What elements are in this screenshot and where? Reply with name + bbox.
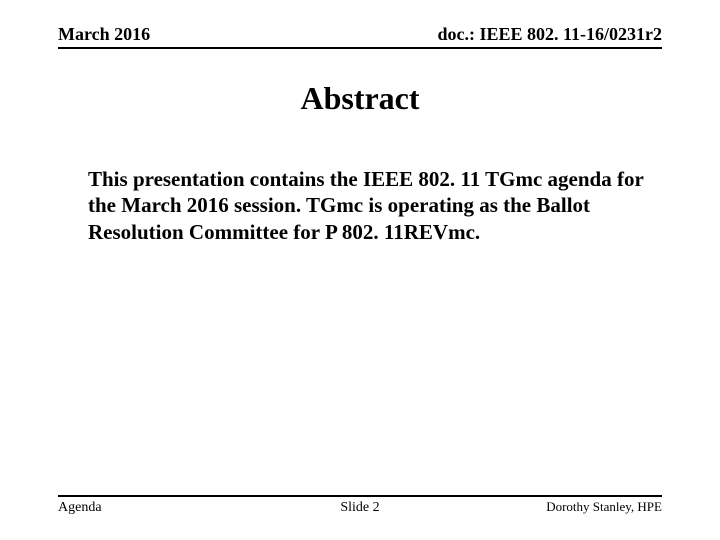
- header-doc-number: doc.: IEEE 802. 11-16/0231r2: [437, 24, 662, 45]
- footer-slide-number: Slide 2: [259, 500, 460, 516]
- abstract-body: This presentation contains the IEEE 802.…: [88, 166, 650, 245]
- slide-footer: Agenda Slide 2 Dorothy Stanley, HPE: [58, 495, 662, 516]
- slide-title: Abstract: [0, 80, 720, 117]
- footer-left: Agenda: [58, 500, 259, 516]
- slide-header: March 2016 doc.: IEEE 802. 11-16/0231r2: [58, 24, 662, 49]
- slide: March 2016 doc.: IEEE 802. 11-16/0231r2 …: [0, 0, 720, 540]
- header-date: March 2016: [58, 24, 150, 45]
- footer-author: Dorothy Stanley, HPE: [461, 499, 662, 515]
